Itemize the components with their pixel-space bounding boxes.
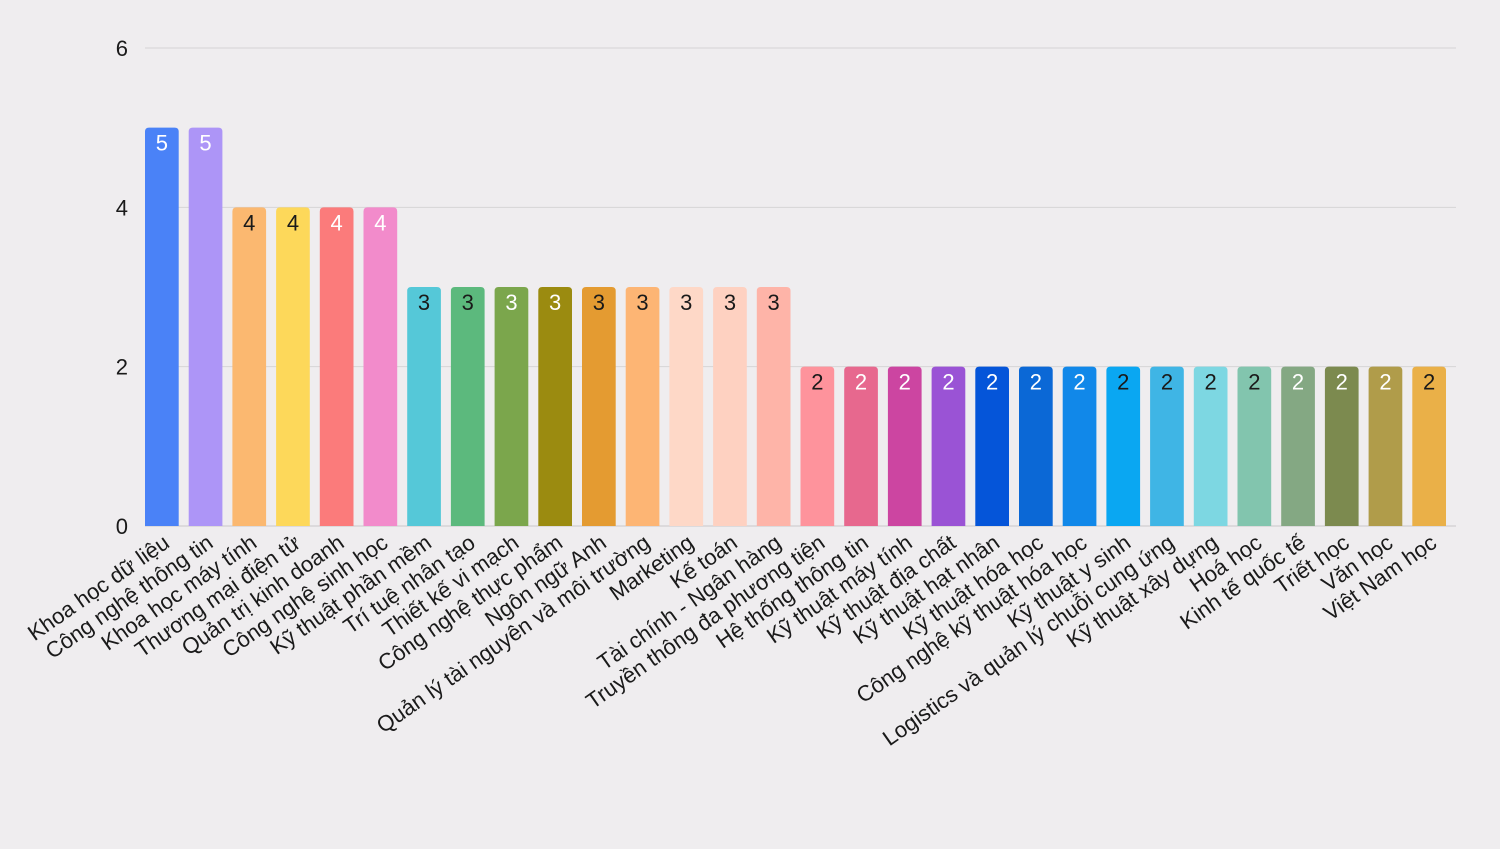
y-tick-label: 2 xyxy=(116,355,128,380)
bar xyxy=(1412,366,1446,526)
bar xyxy=(669,287,704,526)
bar-value-label: 2 xyxy=(1073,370,1085,395)
bar xyxy=(800,366,835,526)
bar-value-label: 2 xyxy=(1248,370,1260,395)
bar-value-label: 3 xyxy=(418,290,430,315)
bar xyxy=(844,366,878,526)
bar xyxy=(1106,366,1141,526)
bar xyxy=(319,207,354,527)
bar xyxy=(363,207,398,527)
bar-value-label: 3 xyxy=(636,290,648,315)
bar-value-label: 2 xyxy=(1117,370,1129,395)
bar-value-label: 4 xyxy=(243,210,255,235)
bar xyxy=(276,207,310,527)
bar xyxy=(1150,366,1184,526)
bars xyxy=(145,127,1446,527)
bar-value-label: 2 xyxy=(855,370,867,395)
bar-value-label: 3 xyxy=(549,290,561,315)
bar xyxy=(1281,366,1315,526)
bar-value-label: 2 xyxy=(811,370,823,395)
y-tick-label: 6 xyxy=(116,36,128,61)
bar-value-label: 2 xyxy=(942,370,954,395)
bar-value-label: 4 xyxy=(331,210,343,235)
bar-value-label: 2 xyxy=(1030,370,1042,395)
bar xyxy=(450,287,485,526)
bar xyxy=(887,366,922,526)
bar-value-label: 5 xyxy=(156,131,168,156)
bar-value-label: 2 xyxy=(1336,370,1348,395)
bar xyxy=(1237,366,1272,526)
y-tick-label: 4 xyxy=(116,195,128,220)
bar xyxy=(713,287,747,526)
bar-value-label: 2 xyxy=(1379,370,1391,395)
bar xyxy=(625,287,660,526)
bar xyxy=(1019,366,1053,526)
bar-value-label: 3 xyxy=(724,290,736,315)
bar xyxy=(931,366,966,526)
bar xyxy=(1368,366,1403,526)
bar xyxy=(145,127,179,527)
bar-value-label: 2 xyxy=(1423,370,1435,395)
bar xyxy=(232,207,267,527)
bar xyxy=(1193,366,1228,526)
bar xyxy=(582,287,616,526)
bar xyxy=(188,127,223,527)
bar xyxy=(975,366,1009,526)
bar xyxy=(407,287,441,526)
bar xyxy=(538,287,572,526)
bar-value-label: 2 xyxy=(1205,370,1217,395)
bar-value-label: 2 xyxy=(986,370,998,395)
bar-value-label: 3 xyxy=(505,290,517,315)
bar-value-label: 3 xyxy=(768,290,780,315)
bar xyxy=(756,287,791,526)
bar xyxy=(1324,366,1359,526)
bar-value-label: 2 xyxy=(899,370,911,395)
bar-value-label: 4 xyxy=(287,210,299,235)
bar xyxy=(1062,366,1097,526)
bar-value-label: 2 xyxy=(1292,370,1304,395)
bar-value-label: 3 xyxy=(593,290,605,315)
data-labels: 5 5 4 4 4 4 3 3 3 3 3 3 3 3 3 2 2 2 2 2 2 2 2 2 2 2 2 2 2 2 xyxy=(156,131,1436,395)
y-axis-ticks: 0 2 4 6 xyxy=(116,36,128,539)
y-tick-label: 0 xyxy=(116,514,128,539)
bar-value-label: 3 xyxy=(680,290,692,315)
bar-value-label: 3 xyxy=(462,290,474,315)
bar-value-label: 4 xyxy=(374,210,386,235)
bar xyxy=(494,287,529,526)
bar-value-label: 5 xyxy=(199,131,211,156)
bar-value-label: 2 xyxy=(1161,370,1173,395)
